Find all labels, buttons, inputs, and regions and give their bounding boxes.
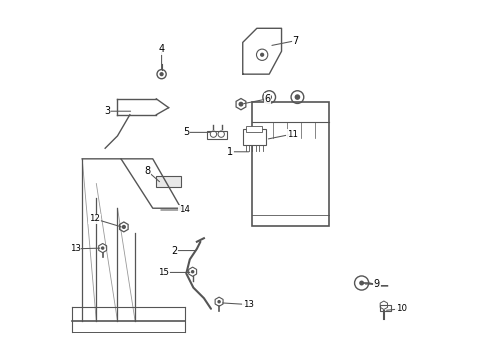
- Text: 3: 3: [103, 106, 110, 116]
- Text: 7: 7: [292, 36, 298, 46]
- Bar: [246, 126, 262, 132]
- Text: 6: 6: [264, 94, 270, 104]
- Circle shape: [159, 72, 163, 76]
- Bar: [379, 305, 390, 311]
- Bar: [242, 129, 265, 145]
- Circle shape: [358, 280, 364, 285]
- Text: 4: 4: [158, 45, 164, 54]
- Text: 1: 1: [227, 147, 233, 157]
- Circle shape: [190, 270, 194, 274]
- Text: 8: 8: [144, 166, 150, 176]
- Circle shape: [238, 102, 243, 107]
- Text: 13: 13: [242, 300, 253, 309]
- Text: 10: 10: [395, 304, 406, 313]
- Circle shape: [294, 94, 300, 100]
- Bar: [156, 176, 181, 187]
- Circle shape: [260, 53, 264, 57]
- Circle shape: [122, 225, 126, 229]
- Text: 15: 15: [158, 268, 168, 277]
- Circle shape: [266, 94, 271, 100]
- Text: 14: 14: [179, 206, 190, 215]
- Bar: [251, 102, 328, 226]
- Text: 13: 13: [69, 244, 81, 253]
- Text: 9: 9: [373, 279, 379, 289]
- Bar: [207, 131, 226, 139]
- Text: 2: 2: [170, 246, 177, 256]
- Text: 11: 11: [286, 130, 297, 139]
- Circle shape: [217, 300, 221, 303]
- Text: 12: 12: [89, 214, 100, 223]
- Text: 5: 5: [183, 127, 189, 138]
- Circle shape: [101, 246, 104, 250]
